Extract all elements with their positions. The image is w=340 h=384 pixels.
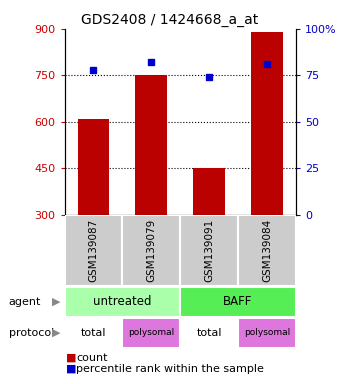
Text: total: total bbox=[81, 328, 106, 338]
Text: ▶: ▶ bbox=[52, 328, 61, 338]
Text: GSM139079: GSM139079 bbox=[146, 219, 156, 282]
Text: polysomal: polysomal bbox=[128, 328, 174, 337]
Bar bbox=[122, 318, 180, 348]
Text: count: count bbox=[76, 353, 108, 363]
Bar bbox=[65, 287, 180, 317]
Bar bbox=[65, 215, 122, 286]
Text: untreated: untreated bbox=[93, 295, 152, 308]
Text: agent: agent bbox=[8, 297, 41, 307]
Bar bbox=[135, 75, 167, 215]
Bar bbox=[122, 215, 180, 286]
Text: GSM139087: GSM139087 bbox=[88, 219, 99, 282]
Bar bbox=[238, 318, 296, 348]
Text: ▶: ▶ bbox=[52, 297, 61, 307]
Text: GDS2408 / 1424668_a_at: GDS2408 / 1424668_a_at bbox=[81, 13, 259, 27]
Bar bbox=[251, 32, 283, 215]
Text: total: total bbox=[196, 328, 222, 338]
Bar bbox=[180, 215, 238, 286]
Bar bbox=[238, 215, 296, 286]
Bar bbox=[180, 318, 238, 348]
Text: BAFF: BAFF bbox=[223, 295, 253, 308]
Text: ■: ■ bbox=[66, 364, 77, 374]
Bar bbox=[65, 318, 122, 348]
Text: polysomal: polysomal bbox=[244, 328, 290, 337]
Bar bbox=[180, 287, 296, 317]
Text: ■: ■ bbox=[66, 353, 77, 363]
Text: GSM139084: GSM139084 bbox=[262, 219, 272, 282]
Text: GSM139091: GSM139091 bbox=[204, 219, 214, 282]
Bar bbox=[193, 169, 225, 215]
Text: protocol: protocol bbox=[8, 328, 54, 338]
Text: percentile rank within the sample: percentile rank within the sample bbox=[76, 364, 265, 374]
Bar bbox=[78, 119, 109, 215]
